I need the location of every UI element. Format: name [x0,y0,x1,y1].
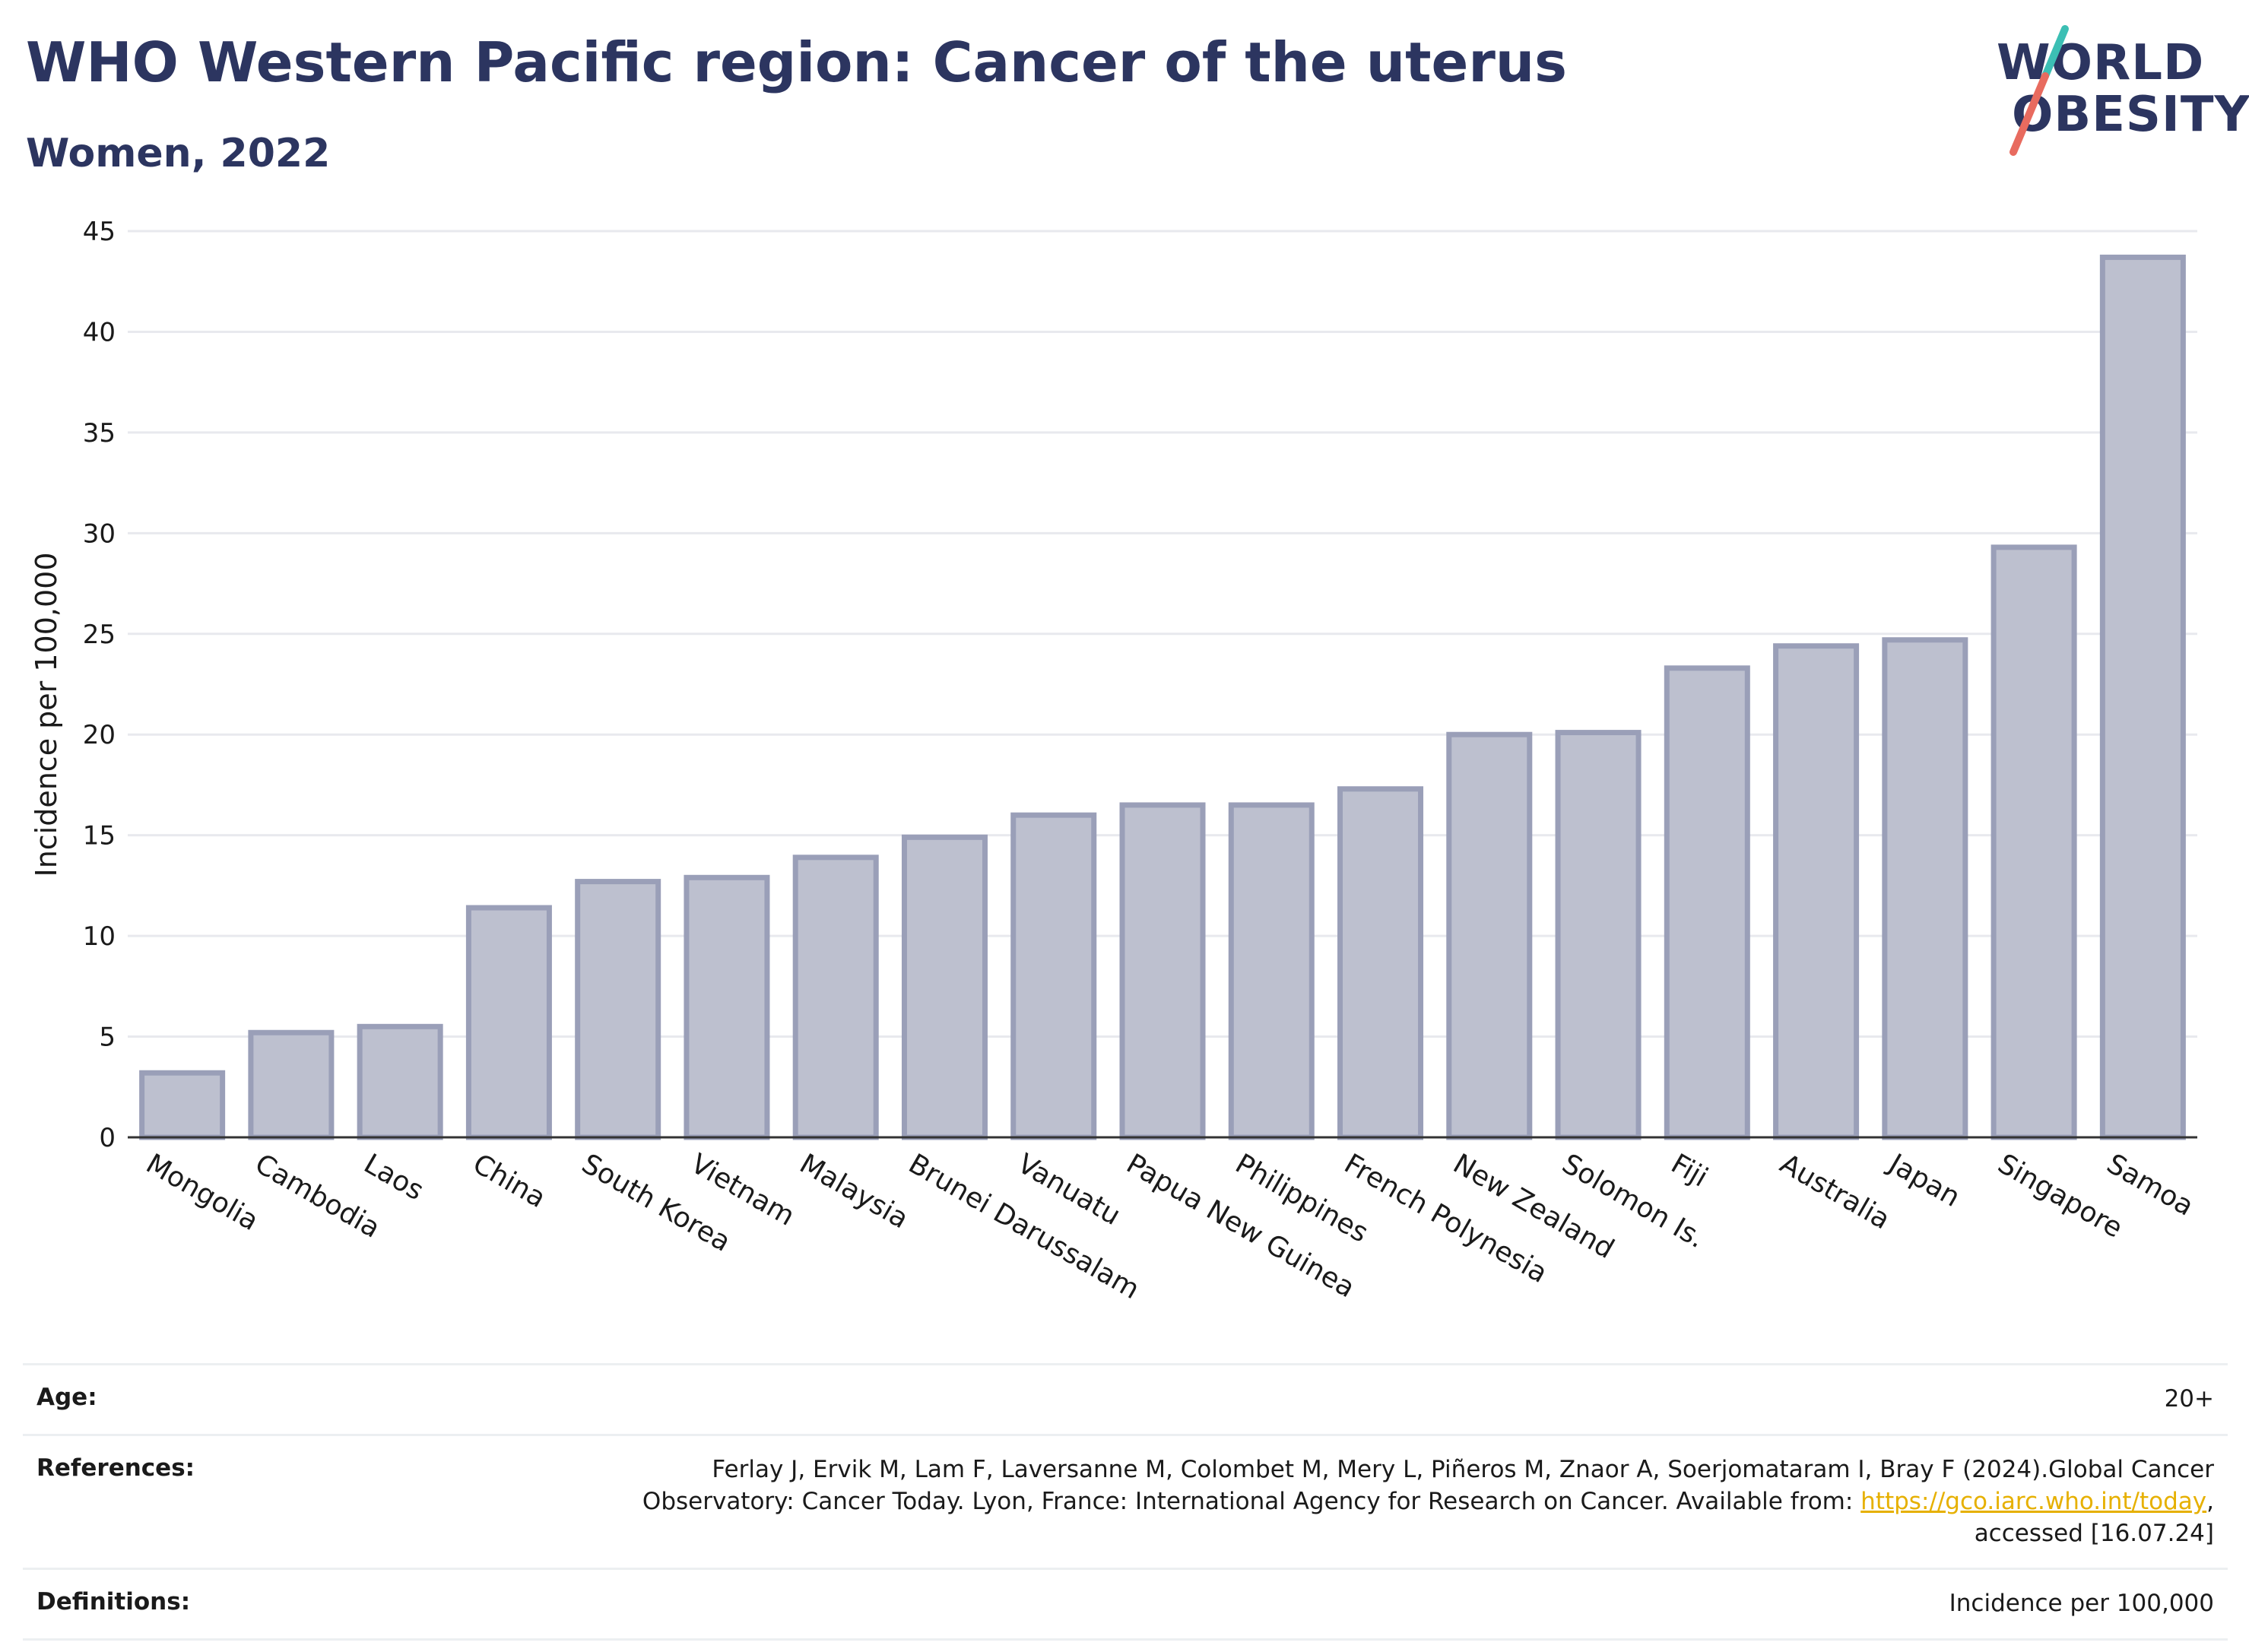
age-value: 20+ [2164,1385,2214,1413]
definitions-value: Incidence per 100,000 [1949,1590,2214,1618]
bar-australia [1773,643,1860,1140]
info-row-age: Age: 20+ [23,1363,2228,1434]
bar-japan [1882,637,1968,1140]
bar-mongolia [139,1070,226,1140]
info-row-definitions: Definitions: Incidence per 100,000 [23,1568,2228,1641]
bar-samoa [2099,254,2186,1140]
bars [139,254,2186,1140]
x-tick-label: Australia [1775,1148,1895,1235]
logo-slash-icon [2010,25,2069,156]
x-tick-label: Malaysia [795,1148,914,1235]
y-tick-label: 25 [83,620,116,650]
x-tick-label: Cambodia [249,1148,385,1245]
bar-fiji [1664,665,1750,1140]
y-tick-label: 30 [83,518,116,549]
logo-text-line2: OBESITY [2012,87,2249,143]
x-tick-label: Fiji [1666,1148,1713,1194]
bar-south-korea [575,879,661,1140]
bar-malaysia [792,855,879,1140]
bar-brunei-darussalam [901,834,988,1140]
bar-philippines [1228,802,1315,1140]
bar-laos [357,1023,443,1140]
y-tick-label: 40 [83,317,116,347]
y-tick-label: 45 [83,217,116,247]
references-text-1: Ferlay J, Ervik M, Lam F, Laversanne M, … [712,1455,2214,1483]
references-link[interactable]: https://gco.iarc.who.int/today [1860,1487,2207,1515]
references-label: References: [36,1454,195,1482]
x-tick-label: Laos [359,1148,429,1206]
chart-subtitle: Women, 2022 [26,131,331,176]
bar-solomon-is [1555,730,1642,1140]
x-tick-label: Japan [1883,1147,1965,1213]
bar-papua-new-guinea [1119,802,1206,1140]
y-tick-label: 0 [99,1123,116,1153]
bar-french-polynesia [1337,786,1424,1140]
y-tick-label: 15 [83,821,116,851]
references-text-3: , [2206,1487,2214,1515]
y-axis-label: Incidence per 100,000 [30,552,63,877]
chart-title: WHO Western Pacific region: Cancer of th… [26,30,1567,94]
x-tick-label: Singapore [1993,1148,2128,1244]
y-tick-label: 10 [83,921,116,952]
logo-text-line1: WORLD [1997,35,2205,91]
bar-singapore [1990,544,2077,1140]
bar-cambodia [248,1029,335,1140]
bar-china [465,905,552,1140]
info-table: Age: 20+ References: Ferlay J, Ervik M, … [23,1363,2228,1641]
info-row-references: References: Ferlay J, Ervik M, Lam F, La… [23,1433,2228,1568]
y-tick-labels: 0 5 10 15 20 25 30 35 40 45 [83,217,116,1153]
y-tick-label: 20 [83,720,116,750]
references-value: Ferlay J, Ervik M, Lam F, Laversanne M, … [642,1454,2214,1550]
x-tick-label: French Polynesia [1339,1148,1553,1289]
bar-new-zealand [1446,731,1533,1140]
references-text-2: Observatory: Cancer Today. Lyon, France:… [642,1487,1861,1515]
age-label: Age: [36,1384,97,1411]
bar-vietnam [684,874,770,1140]
x-tick-label: Mongolia [141,1148,264,1237]
references-text-4: accessed [16.07.24] [1974,1519,2214,1547]
world-obesity-logo: WORLD OBESITY [1983,23,2249,160]
x-tick-label: China [468,1148,551,1214]
y-tick-label: 35 [83,418,116,449]
definitions-label: Definitions: [36,1588,191,1616]
bar-vanuatu [1010,812,1097,1140]
y-tick-label: 5 [99,1023,116,1053]
